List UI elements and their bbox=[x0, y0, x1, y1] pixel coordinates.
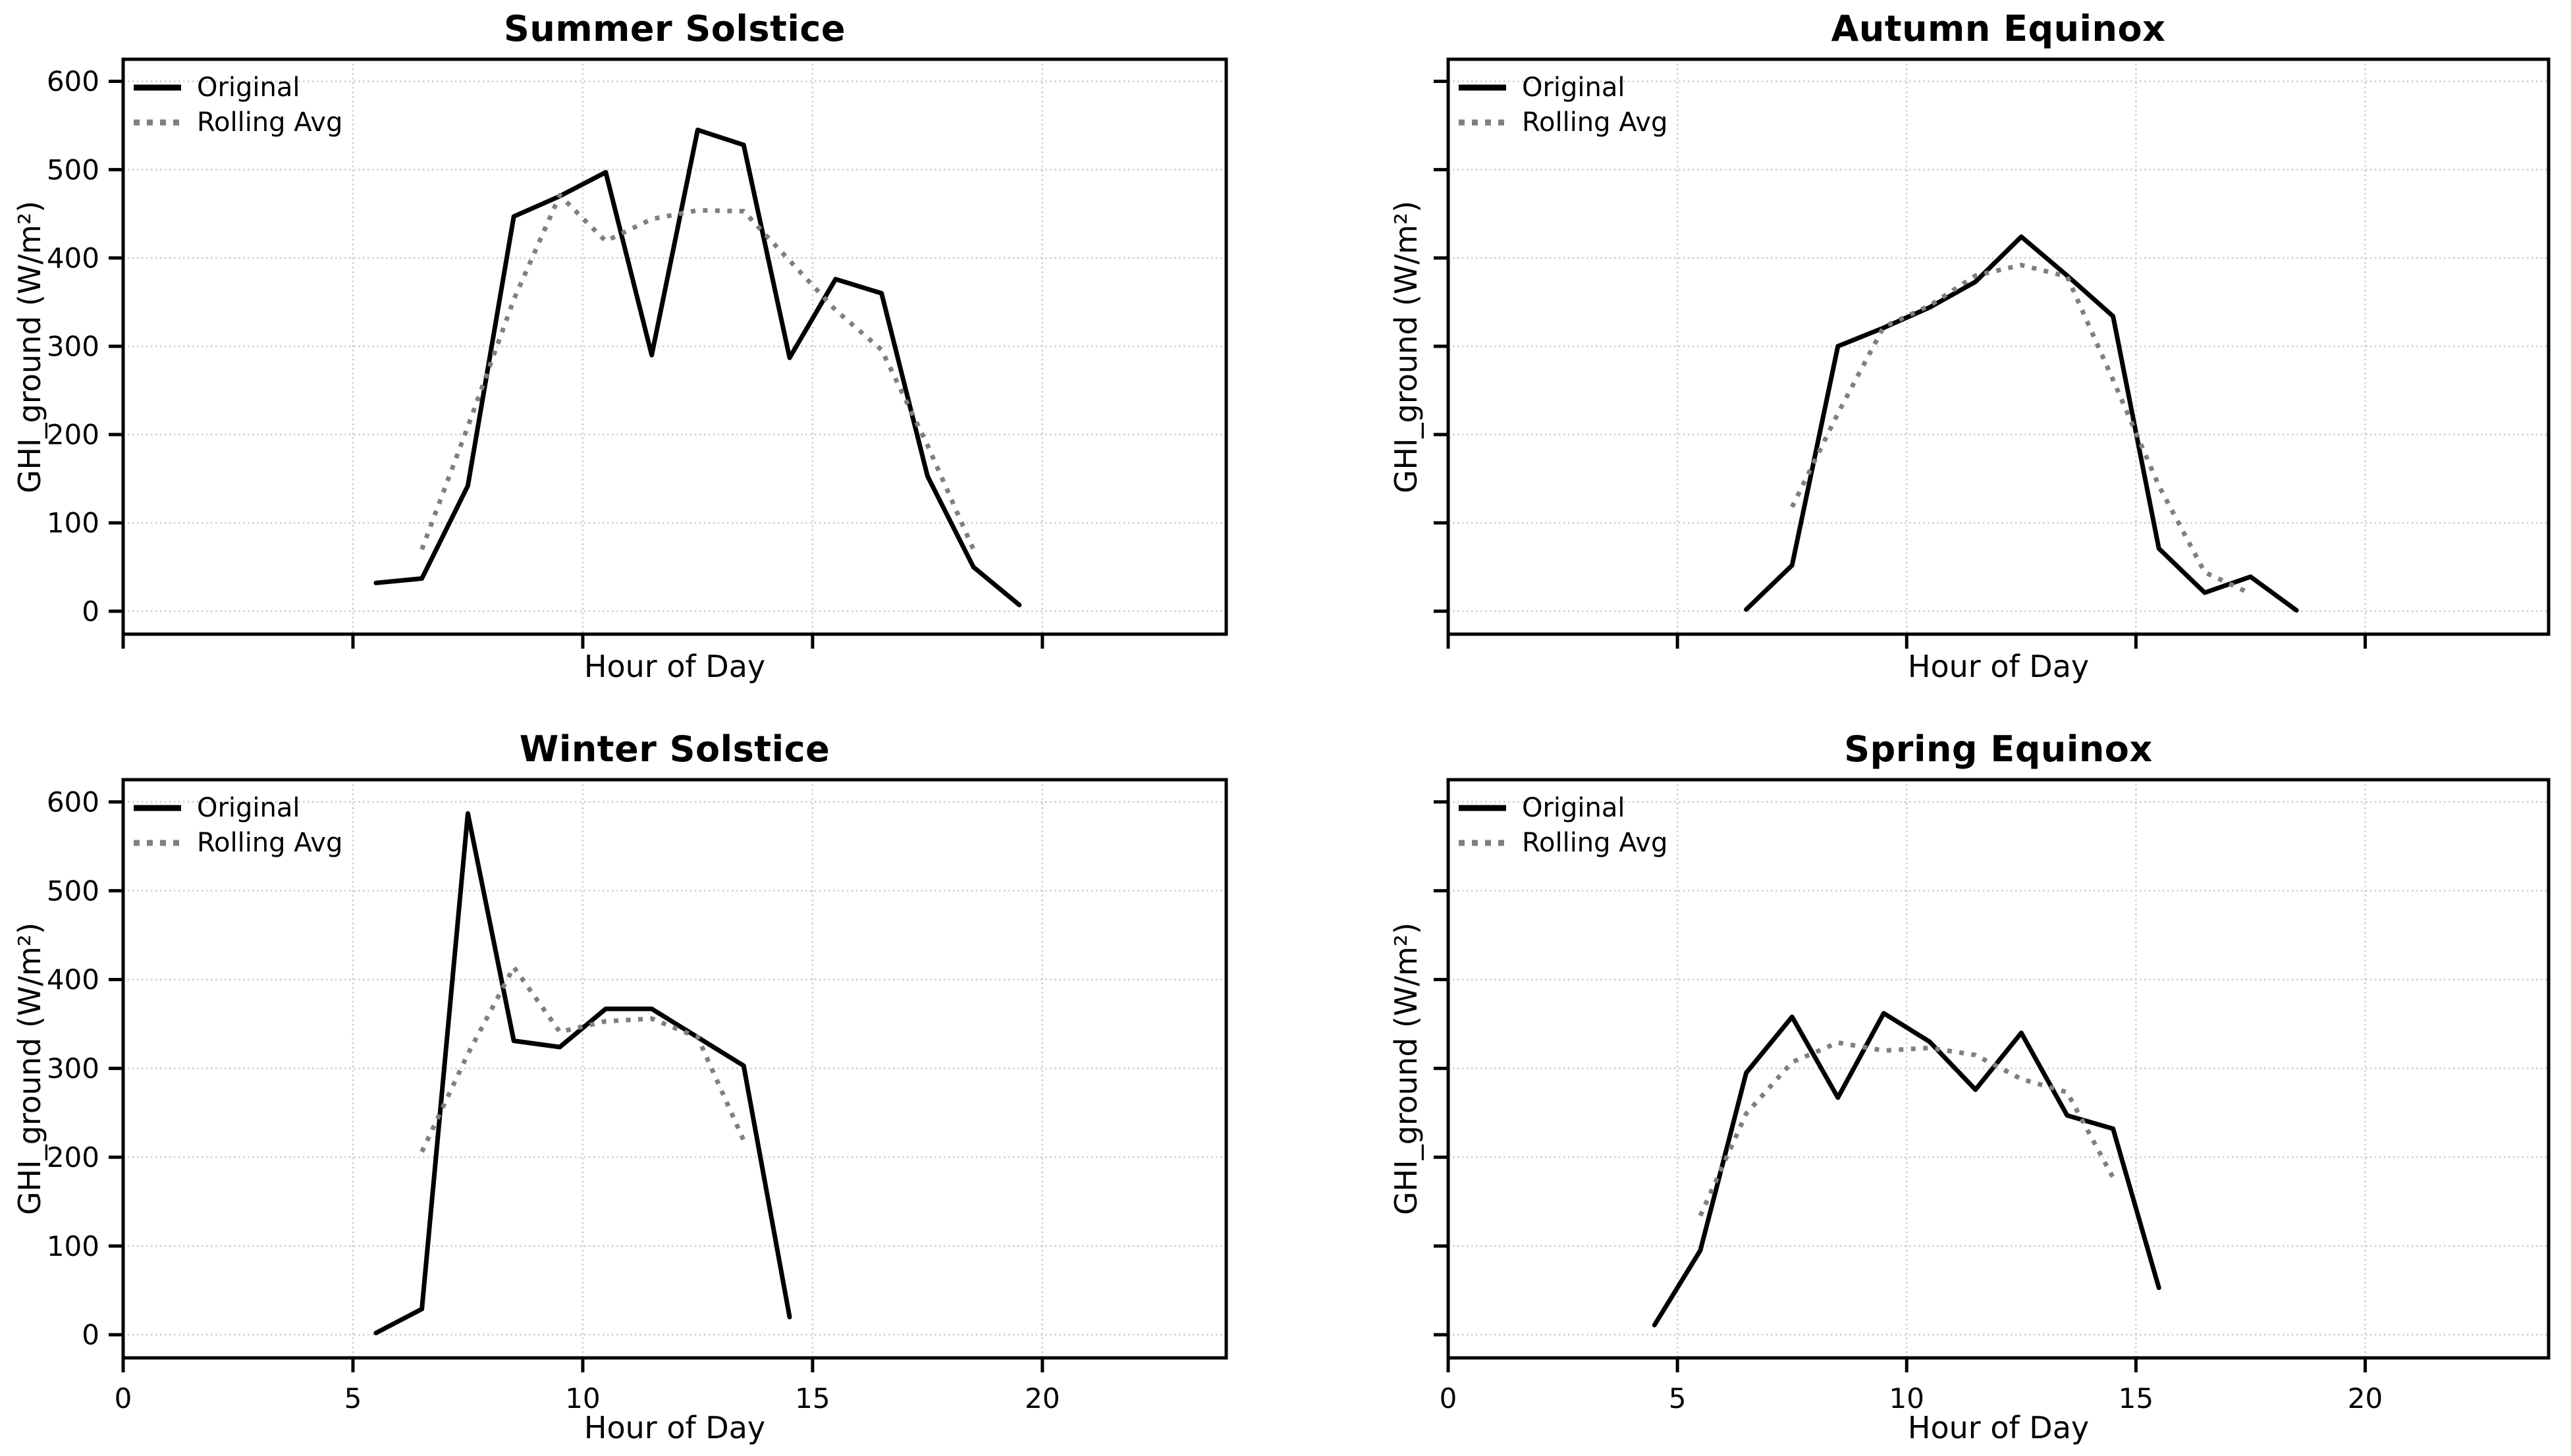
legend: Original Rolling Avg bbox=[1459, 70, 1667, 140]
legend-dotted-line-icon bbox=[134, 119, 181, 125]
y-tick-label: 400 bbox=[47, 242, 99, 274]
legend: Original Rolling Avg bbox=[134, 70, 342, 140]
legend-item-original: Original bbox=[134, 790, 342, 825]
subplot-title: Winter Solstice bbox=[519, 728, 830, 770]
y-tick-label: 500 bbox=[47, 153, 99, 186]
x-tick-label: 15 bbox=[795, 1382, 830, 1415]
legend-item-rolling-avg: Rolling Avg bbox=[1459, 105, 1667, 140]
x-tick-label: 20 bbox=[1025, 1382, 1060, 1415]
legend: Original Rolling Avg bbox=[134, 790, 342, 860]
legend-label-rolling-avg: Rolling Avg bbox=[197, 827, 343, 858]
legend-solid-line-icon bbox=[1459, 805, 1506, 811]
legend-item-original: Original bbox=[1459, 790, 1667, 825]
y-axis-label: GHI_ground (W/m²) bbox=[1388, 200, 1424, 493]
subplot-winter-solstice: Winter Solstice GHI_ground (W/m²) 0 5 10 15… bbox=[12, 728, 1228, 1445]
subplot-spring-equinox: Spring Equinox GHI_ground (W/m²) 0 5 10 15 2… bbox=[1388, 728, 2551, 1445]
x-tick-label: 5 bbox=[1669, 1382, 1687, 1415]
legend-label-original: Original bbox=[197, 792, 300, 823]
x-axis-label: Hour of Day bbox=[583, 1410, 766, 1445]
x-axis-label: Hour of Day bbox=[1907, 1410, 2090, 1445]
y-tick-label: 400 bbox=[47, 963, 99, 996]
subplot-summer-solstice: Summer Solstice GHI_ground (W/m²) 0 100 20… bbox=[12, 8, 1228, 684]
y-axis-label: GHI_ground (W/m²) bbox=[12, 200, 47, 493]
y-tick-label: 200 bbox=[47, 1141, 99, 1173]
y-tick-label: 0 bbox=[82, 1319, 99, 1351]
y-tick-label: 500 bbox=[47, 875, 99, 907]
subplot-title: Spring Equinox bbox=[1844, 728, 2153, 770]
legend-label-rolling-avg: Rolling Avg bbox=[1522, 107, 1668, 138]
legend-solid-line-icon bbox=[1459, 84, 1506, 90]
legend-item-original: Original bbox=[134, 70, 342, 105]
subplot-autumn-equinox: Autumn Equinox GHI_ground (W/m²) Origina… bbox=[1388, 8, 2551, 684]
series-rolling-avg-line bbox=[1790, 263, 2252, 596]
y-tick-label: 300 bbox=[47, 331, 99, 363]
series-rolling-avg-line bbox=[1698, 1040, 2115, 1217]
y-tick-label: 600 bbox=[47, 65, 99, 97]
legend-item-rolling-avg: Rolling Avg bbox=[134, 105, 342, 140]
legend-dotted-line-icon bbox=[1459, 840, 1506, 846]
subplot-title: Autumn Equinox bbox=[1831, 8, 2166, 49]
legend-label-rolling-avg: Rolling Avg bbox=[197, 107, 343, 138]
x-tick-label: 10 bbox=[565, 1382, 600, 1415]
x-axis-label: Hour of Day bbox=[1907, 649, 2090, 684]
series-rolling-avg-line bbox=[419, 965, 746, 1153]
legend-item-rolling-avg: Rolling Avg bbox=[1459, 825, 1667, 860]
axes-frame bbox=[1446, 57, 2551, 636]
y-tick-label: 0 bbox=[82, 595, 99, 628]
legend-solid-line-icon bbox=[134, 805, 181, 811]
y-axis-label: GHI_ground (W/m²) bbox=[1388, 922, 1424, 1216]
plot-area: 0 100 200 300 400 500 600 bbox=[47, 57, 1228, 649]
y-tick-label: 600 bbox=[47, 786, 99, 818]
y-tick-label: 200 bbox=[47, 419, 99, 451]
series-rolling-avg-line bbox=[419, 193, 976, 551]
plot-area: 0 5 10 15 20 bbox=[1434, 778, 2551, 1415]
legend: Original Rolling Avg bbox=[1459, 790, 1667, 860]
legend-solid-line-icon bbox=[134, 84, 181, 90]
axes-frame bbox=[121, 57, 1228, 636]
x-tick-label: 0 bbox=[115, 1382, 132, 1415]
legend-dotted-line-icon bbox=[1459, 119, 1506, 125]
series-original-line bbox=[1652, 1011, 2161, 1328]
legend-item-original: Original bbox=[1459, 70, 1667, 105]
legend-label-original: Original bbox=[1522, 792, 1625, 823]
x-axis-label: Hour of Day bbox=[583, 649, 766, 684]
x-tick-label: 5 bbox=[344, 1382, 362, 1415]
axes-frame bbox=[121, 778, 1228, 1360]
x-tick-label: 0 bbox=[1440, 1382, 1457, 1415]
y-tick-label: 300 bbox=[47, 1052, 99, 1085]
legend-label-rolling-avg: Rolling Avg bbox=[1522, 827, 1668, 858]
y-axis-label: GHI_ground (W/m²) bbox=[12, 922, 47, 1216]
y-tick-label: 100 bbox=[47, 1230, 99, 1262]
legend-label-original: Original bbox=[1522, 72, 1625, 103]
axes-frame bbox=[1446, 778, 2551, 1360]
subplot-title: Summer Solstice bbox=[503, 8, 846, 49]
plot-area bbox=[1434, 57, 2551, 649]
x-tick-label: 10 bbox=[1889, 1382, 1924, 1415]
x-tick-label: 15 bbox=[2119, 1382, 2153, 1415]
y-tick-label: 100 bbox=[47, 507, 99, 539]
series-original-line bbox=[1744, 234, 2299, 613]
legend-label-original: Original bbox=[197, 72, 300, 103]
x-tick-label: 20 bbox=[2348, 1382, 2383, 1415]
legend-dotted-line-icon bbox=[134, 840, 181, 846]
legend-item-rolling-avg: Rolling Avg bbox=[134, 825, 342, 860]
series-original-line bbox=[373, 127, 1022, 608]
